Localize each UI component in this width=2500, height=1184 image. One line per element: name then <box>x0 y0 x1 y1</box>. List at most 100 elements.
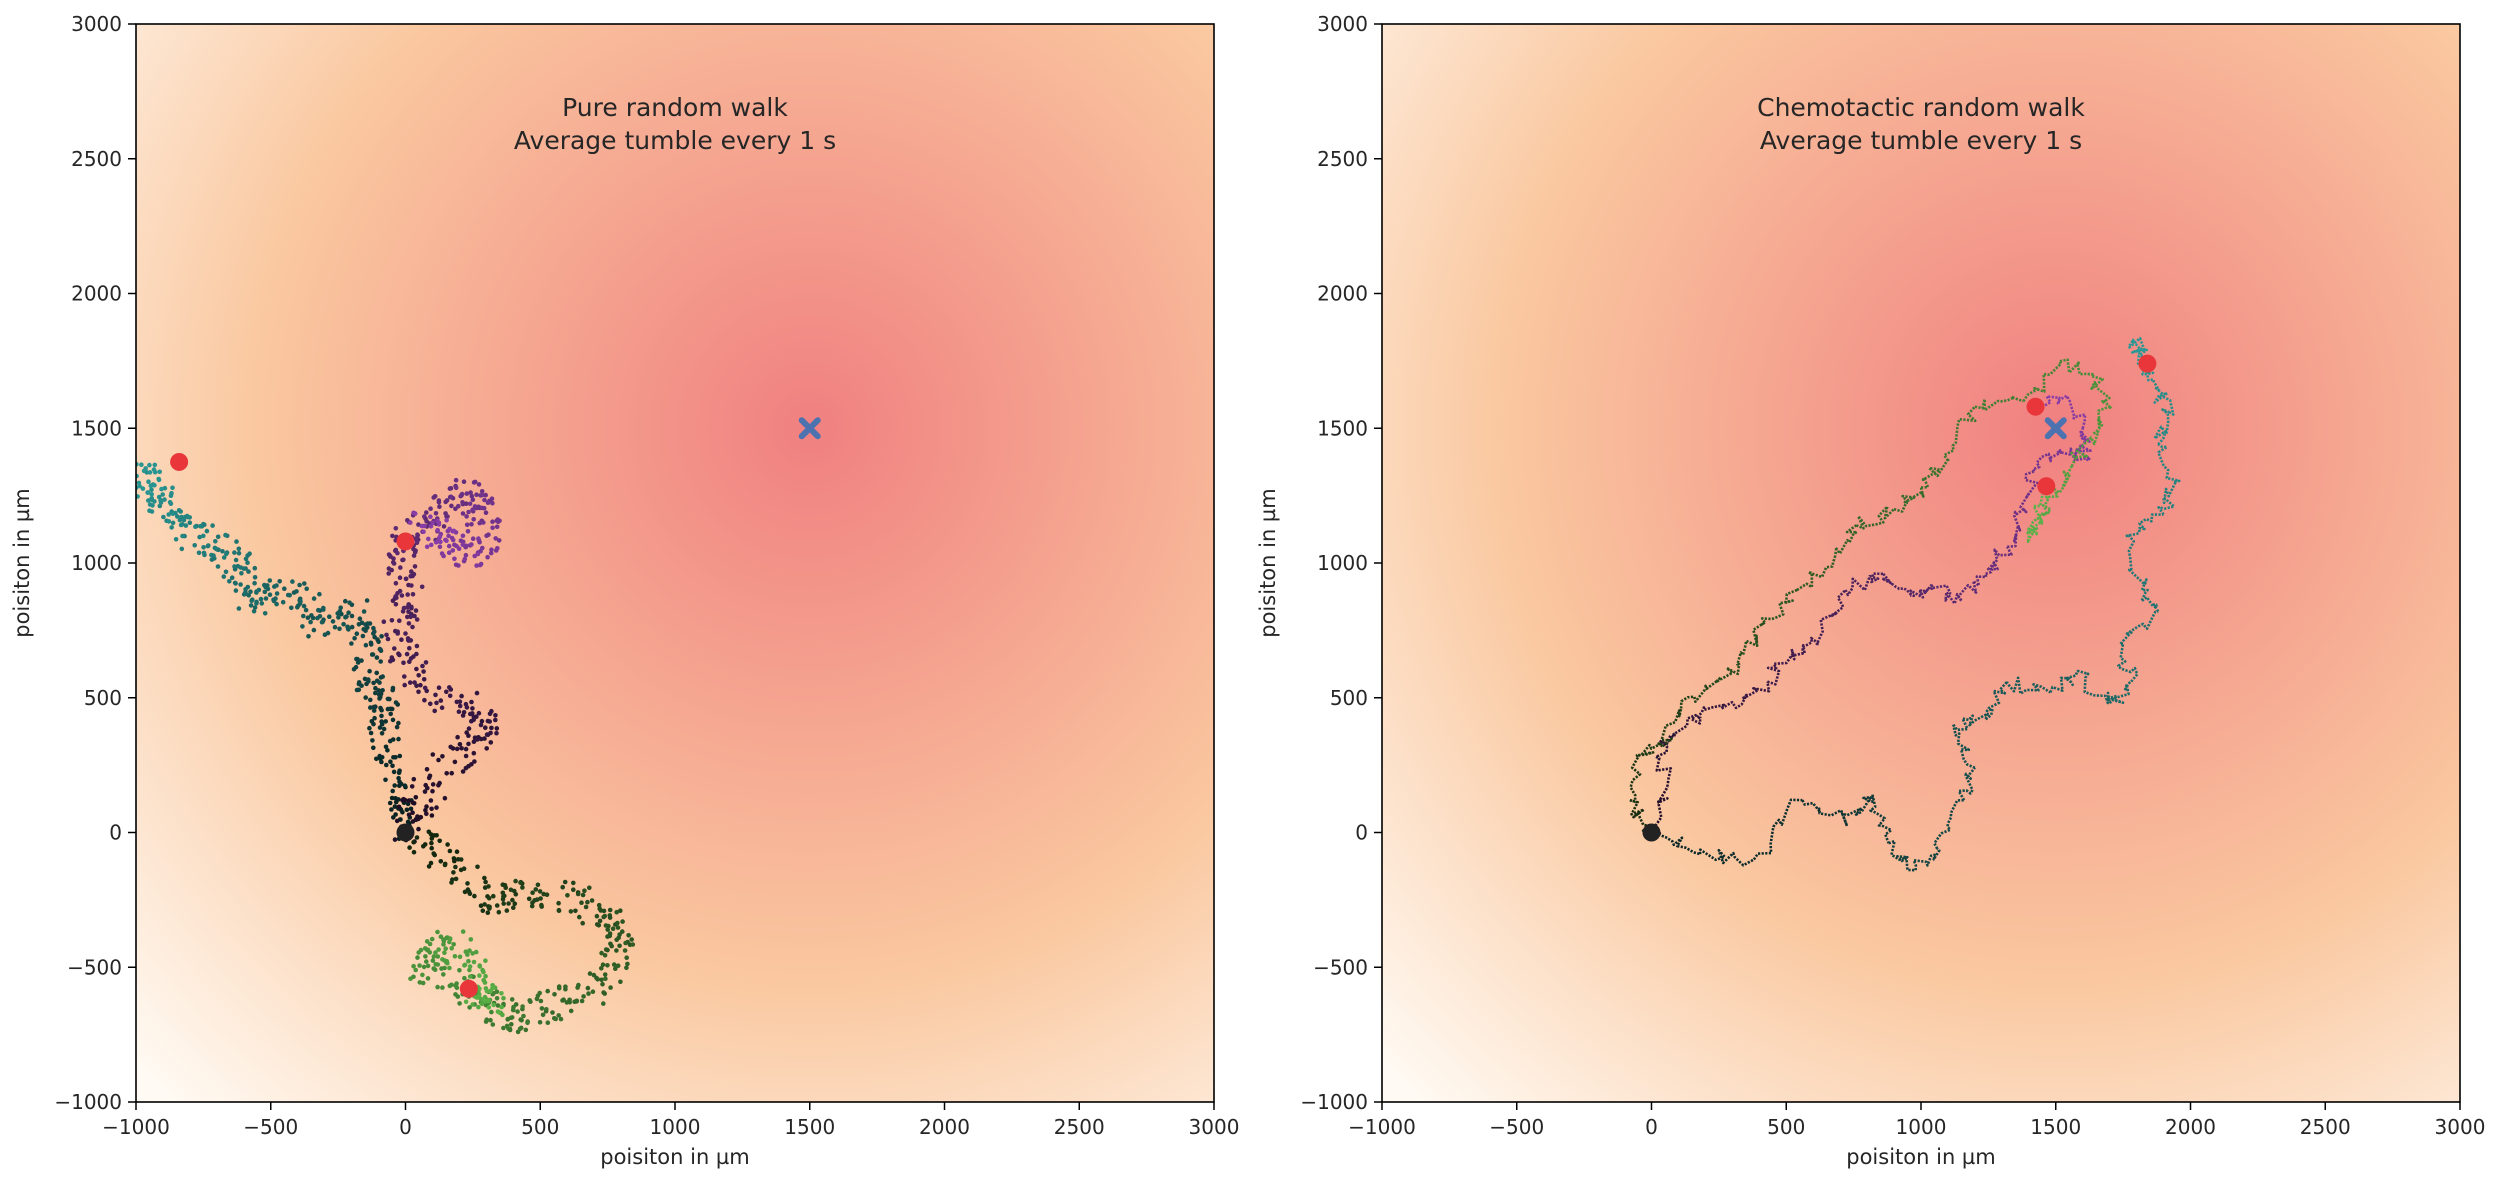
walk-point <box>442 862 448 868</box>
walk-point <box>472 504 478 509</box>
walk-point <box>390 533 395 539</box>
walk-point <box>411 553 417 558</box>
walk-point <box>530 900 535 905</box>
walk-point <box>446 550 452 555</box>
x-tick-label: 2000 <box>919 1115 970 1139</box>
walk-point <box>577 914 582 920</box>
walk-point <box>420 980 426 986</box>
walk-point <box>482 902 487 907</box>
walk-point <box>424 804 429 809</box>
walk-point <box>463 746 469 752</box>
chart-title-line-2: Average tumble every 1 s <box>1760 126 2082 155</box>
walk-point <box>469 718 474 724</box>
walk-point <box>505 1016 511 1022</box>
start-point <box>1642 823 1661 842</box>
walk-point <box>429 936 435 942</box>
walk-point <box>442 958 448 963</box>
walk-point <box>411 840 416 845</box>
walk-point <box>467 1005 472 1010</box>
walk-point <box>392 804 398 809</box>
walk-point <box>440 754 445 759</box>
walk-point <box>624 965 629 971</box>
walk-segment <box>1766 648 1796 686</box>
walk-point <box>147 470 153 475</box>
walk-point <box>461 866 467 871</box>
walk-point <box>630 942 636 947</box>
walk-point <box>444 518 449 523</box>
walk-point <box>534 996 540 1002</box>
walk-point <box>470 951 475 956</box>
walk-point <box>600 981 605 987</box>
walk-point <box>486 884 491 889</box>
walk-point <box>462 963 467 968</box>
walk-point <box>461 710 467 715</box>
walk-point <box>587 885 592 891</box>
walk-point <box>409 784 415 789</box>
walk-point <box>568 909 574 914</box>
walk-point <box>467 974 473 979</box>
walk-point <box>416 673 422 678</box>
walk-point <box>343 598 348 604</box>
walk-point <box>166 519 172 524</box>
x-tick-label: 0 <box>399 1115 412 1139</box>
walk-point <box>415 955 420 960</box>
walk-segment <box>1741 620 1767 655</box>
walk-point <box>469 762 474 767</box>
walk-end-point <box>2138 354 2157 373</box>
walk-point <box>618 979 623 985</box>
walk-point <box>298 599 303 604</box>
walk-point <box>371 708 377 713</box>
walk-point <box>608 985 613 990</box>
walk-point <box>474 690 480 696</box>
walk-point <box>459 693 464 699</box>
walk-point <box>441 524 447 529</box>
walk-point <box>308 619 313 625</box>
walk-point <box>470 497 476 503</box>
walk-point <box>393 526 399 531</box>
walk-point <box>432 852 438 858</box>
walk-point <box>233 557 239 563</box>
walk-point <box>430 752 436 757</box>
walk-point <box>406 798 412 803</box>
walk-point <box>471 750 477 756</box>
walk-point <box>447 965 452 971</box>
walk-point <box>471 517 477 522</box>
walk-point <box>468 711 473 717</box>
walk-segment <box>2092 405 2113 435</box>
walk-point <box>139 462 144 468</box>
walk-point <box>389 807 394 812</box>
walk-point <box>389 795 395 801</box>
walk-point <box>470 706 475 711</box>
walk-point <box>463 765 469 771</box>
walk-point <box>600 962 606 967</box>
walk-point <box>442 965 447 971</box>
walk-point <box>356 622 362 627</box>
walk-point <box>436 520 442 526</box>
walk-point <box>374 670 380 676</box>
walk-point <box>198 523 203 529</box>
walk-point <box>441 553 446 559</box>
walk-point <box>370 652 376 657</box>
walk-point <box>463 999 469 1005</box>
walk-point <box>157 469 162 475</box>
walk-point <box>629 937 634 942</box>
walk-point <box>482 736 487 741</box>
walk-point <box>407 845 412 850</box>
walk-point <box>490 525 495 531</box>
walk-point <box>526 896 532 902</box>
walk-point <box>493 717 498 723</box>
walk-point <box>213 546 219 552</box>
walk-point <box>490 519 495 524</box>
walk-point <box>457 1001 462 1006</box>
walk-point <box>624 955 629 960</box>
walk-point <box>538 998 544 1004</box>
walk-point <box>437 534 443 539</box>
walk-segment <box>1933 798 1965 850</box>
walk-point <box>416 689 421 695</box>
walk-point <box>480 908 486 913</box>
walk-segment <box>1654 739 1673 788</box>
walk-point <box>434 700 439 706</box>
walk-segment <box>1957 573 1988 602</box>
walk-point <box>428 524 434 529</box>
walk-point <box>556 986 562 991</box>
